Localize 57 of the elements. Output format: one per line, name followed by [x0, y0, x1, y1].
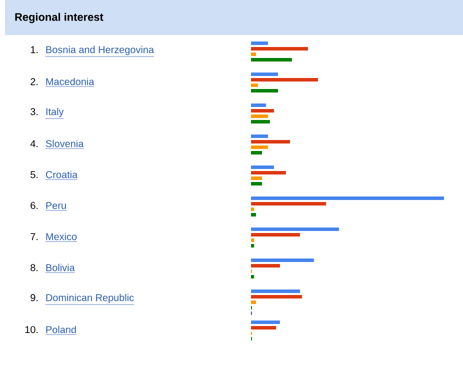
y-tick-label: Bosnia and Herzegovina: [46, 46, 154, 56]
bar: [251, 58, 292, 62]
bar: [251, 289, 300, 293]
text: 10.: [25, 326, 38, 334]
bar: [251, 104, 266, 107]
bar: [251, 134, 268, 138]
bar: [251, 140, 290, 144]
text: 2.: [30, 78, 38, 86]
bar: [251, 114, 268, 118]
bar: [251, 47, 308, 50]
text: 4.: [30, 140, 38, 148]
bar: [251, 52, 256, 56]
bar: [251, 244, 254, 248]
bar: [251, 151, 262, 154]
text: 8.: [30, 264, 38, 272]
bar: [251, 182, 262, 186]
bar: [251, 171, 286, 174]
bar: [251, 294, 302, 298]
bar: [251, 196, 444, 200]
bar: [251, 238, 254, 242]
y-tick-label: Slovenia: [46, 140, 84, 148]
bar: [251, 78, 318, 82]
y-tick-label: Poland: [46, 326, 76, 334]
text: Regional interest: [15, 12, 104, 24]
y-tick-label: Croatia: [46, 170, 78, 178]
bar: [251, 89, 278, 92]
bar: [251, 146, 268, 149]
bar: [251, 120, 270, 124]
y-tick-label: Bolivia: [46, 264, 75, 272]
bar: [251, 258, 314, 262]
y-tick-label: Macedonia: [46, 78, 94, 86]
bar: [251, 228, 340, 231]
bar: [251, 176, 262, 180]
y-tick-label: Peru: [46, 202, 66, 210]
y-tick-label: Mexico: [46, 232, 77, 240]
text: 3.: [30, 108, 38, 116]
bar: [251, 300, 256, 304]
bar: [251, 72, 278, 76]
y-tick-label: Dominican Republic: [46, 294, 134, 304]
bar: [251, 109, 274, 112]
bar: [251, 202, 326, 206]
bar: [251, 320, 280, 324]
text: 9.: [30, 294, 38, 302]
bar: [251, 84, 258, 87]
bar: [251, 233, 300, 236]
text: 1.: [30, 46, 38, 54]
text: 5.: [30, 171, 38, 178]
bar: [251, 264, 280, 268]
bar: [251, 166, 274, 169]
bar: [251, 213, 256, 216]
text: 7.: [30, 233, 38, 240]
bar: [251, 326, 276, 330]
bar: [251, 208, 254, 211]
bar: [251, 275, 254, 278]
text: 6.: [30, 202, 38, 210]
y-tick-label: Italy: [46, 108, 64, 118]
bar: [251, 42, 268, 45]
